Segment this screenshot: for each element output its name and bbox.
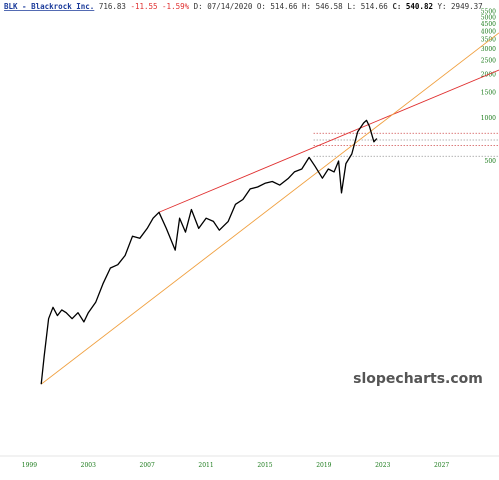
symbol: BLK - Blackrock Inc. — [4, 2, 94, 11]
y-tick-label: 1000 — [481, 115, 496, 122]
close: 540.82 — [406, 2, 433, 11]
y-tick-label: 4500 — [481, 21, 496, 28]
x-tick-label: 2019 — [316, 462, 331, 469]
x-tick-label: 2023 — [375, 462, 390, 469]
y-tick-label: 3000 — [481, 46, 496, 53]
y-tick-label: 3500 — [481, 37, 496, 44]
x-tick-label: 2003 — [81, 462, 96, 469]
y-tick-label: 5500 — [481, 8, 496, 15]
header: BLK - Blackrock Inc. 716.83 -11.55 -1.59… — [4, 2, 483, 11]
y-tick-label: 5000 — [481, 14, 496, 21]
x-tick-label: 2007 — [140, 462, 155, 469]
x-tick-label: 2027 — [434, 462, 449, 469]
y-tick-label: 1500 — [481, 89, 496, 96]
extra: Y: 2949.37 — [438, 2, 483, 11]
trend-line — [40, 32, 499, 385]
date: D: 07/14/2020 — [194, 2, 253, 11]
change: -11.55 — [130, 2, 157, 11]
change-pct: -1.59% — [162, 2, 190, 11]
close-label: C: — [392, 2, 401, 11]
price-line — [40, 119, 378, 385]
open: O: 514.66 — [257, 2, 298, 11]
low: L: 514.66 — [347, 2, 388, 11]
x-tick-label: 2011 — [198, 462, 213, 469]
watermark: slopecharts.com — [353, 371, 483, 387]
y-tick-label: 4000 — [481, 28, 496, 35]
high: H: 546.58 — [302, 2, 343, 11]
last: 716.83 — [99, 2, 126, 11]
y-tick-label: 2000 — [481, 72, 496, 79]
x-tick-label: 2015 — [257, 462, 272, 469]
y-tick-label: 500 — [485, 158, 497, 165]
x-tick-label: 1999 — [22, 462, 37, 469]
trend-line — [158, 69, 499, 213]
y-tick-label: 2500 — [481, 58, 496, 65]
